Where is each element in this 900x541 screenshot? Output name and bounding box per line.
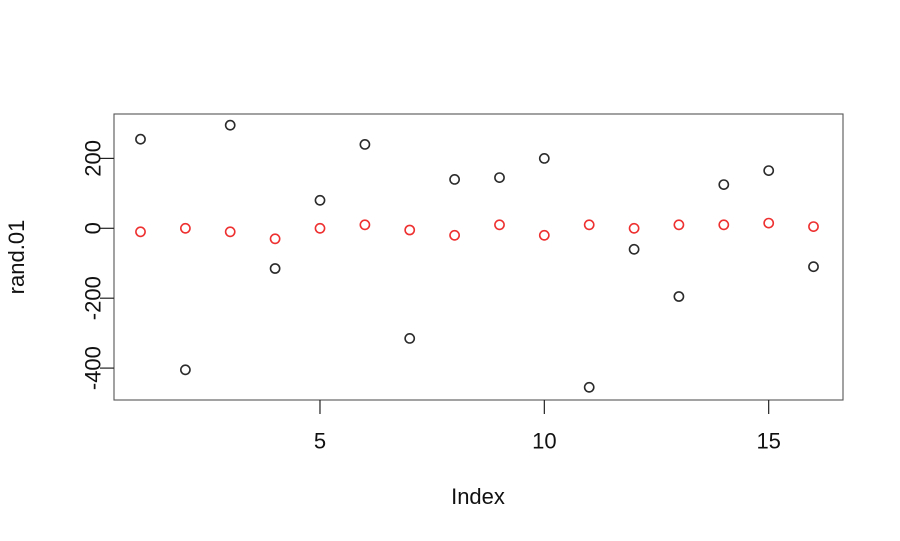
data-point-black-series	[449, 173, 460, 185]
data-point-red-series	[269, 233, 281, 245]
data-point-red-series	[359, 219, 371, 231]
data-point-red-series	[628, 222, 640, 234]
y-tick-label: 200	[81, 140, 106, 177]
data-point-black-series	[224, 119, 236, 131]
data-point-red-series	[538, 229, 550, 241]
x-tick-label: 10	[532, 429, 556, 454]
data-point-black-series	[404, 332, 416, 344]
data-point-black-series	[269, 263, 281, 274]
data-point-black-series	[135, 133, 146, 145]
data-point-black-series	[628, 243, 640, 255]
x-axis-label: Index	[451, 484, 505, 509]
data-point-red-series	[808, 221, 819, 232]
y-tick-label: -400	[81, 346, 106, 390]
data-point-red-series	[314, 222, 326, 234]
y-axis-label: rand.01	[4, 219, 29, 295]
data-point-black-series	[808, 261, 819, 273]
data-point-black-series	[314, 194, 326, 206]
data-point-red-series	[224, 226, 236, 238]
data-point-black-series	[673, 291, 685, 302]
data-point-red-series	[449, 229, 460, 241]
data-point-black-series	[583, 381, 595, 393]
data-point-red-series	[673, 219, 685, 231]
data-point-red-series	[583, 219, 595, 231]
data-point-black-series	[179, 364, 191, 376]
data-point-red-series	[404, 224, 416, 236]
data-point-red-series	[763, 217, 775, 229]
x-tick-label: 5	[314, 429, 326, 454]
data-point-black-series	[359, 138, 371, 150]
data-point-red-series	[135, 226, 146, 238]
data-point-black-series	[718, 179, 730, 190]
data-point-red-series	[718, 219, 730, 231]
data-point-red-series	[494, 219, 505, 231]
y-tick-label: 0	[81, 222, 106, 234]
data-point-red-series	[179, 222, 191, 234]
data-point-black-series	[763, 165, 775, 176]
data-point-black-series	[494, 172, 505, 183]
data-point-black-series	[538, 152, 550, 164]
plot-box	[113, 113, 844, 401]
x-tick-label: 15	[756, 429, 780, 454]
y-tick-label: -200	[81, 276, 106, 320]
